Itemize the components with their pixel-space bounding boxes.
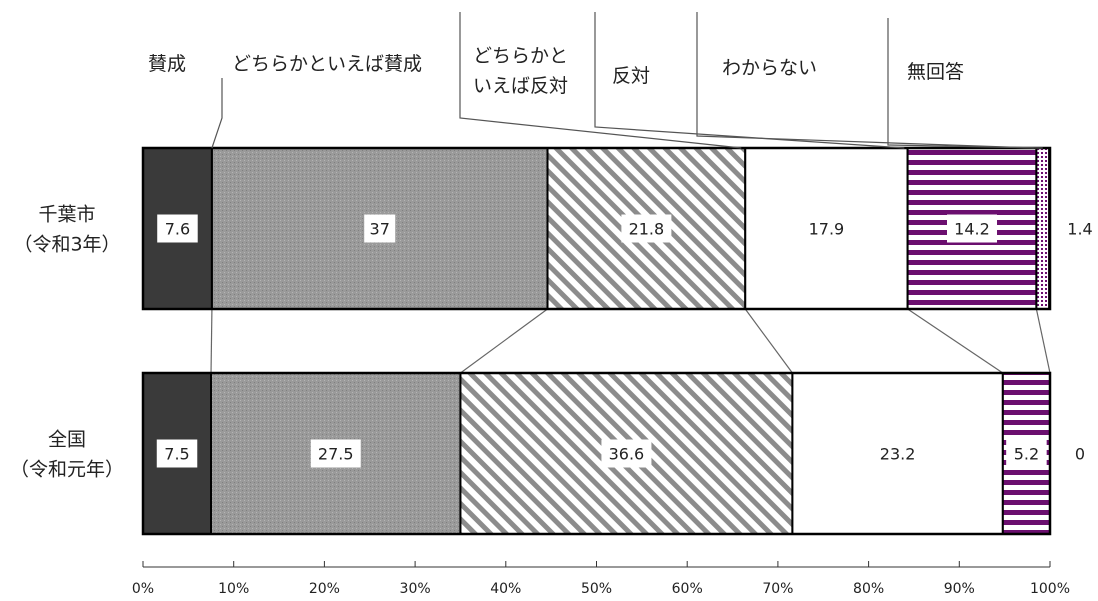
- x-tick-label: 50%: [581, 581, 612, 597]
- legend-label: 無回答: [907, 61, 964, 83]
- x-tick-label: 40%: [490, 581, 521, 597]
- legend-label: どちらかと: [473, 45, 568, 67]
- legend-label: どちらかといえば賛成: [232, 53, 422, 75]
- bar-segment: [791, 372, 1004, 535]
- data-label: 36.6: [609, 445, 645, 464]
- x-tick-label: 70%: [762, 581, 793, 597]
- x-tick-label: 10%: [218, 581, 249, 597]
- data-labels: 7.6 37 21.8 17.9 14.2 1.4 7.5 27.5 36.6 23.2 5.2 0: [156, 214, 1093, 468]
- x-tick-label: 0%: [132, 581, 154, 597]
- x-tick-label: 80%: [853, 581, 884, 597]
- row-label: 全国: [48, 429, 86, 451]
- data-label: 0: [1075, 445, 1085, 464]
- legend-label: いえば反対: [473, 75, 568, 97]
- bar-segment: [1035, 147, 1051, 310]
- data-label: 7.5: [164, 445, 189, 464]
- leader-line: [594, 12, 905, 149]
- x-tick-label: 60%: [672, 581, 703, 597]
- x-tick-label: 100%: [1030, 581, 1070, 597]
- connector-line: [744, 308, 793, 374]
- data-label: 7.6: [165, 220, 190, 239]
- row-labels: 千葉市 （令和3年） 全国 （令和元年）: [10, 204, 124, 481]
- data-label-box: [621, 214, 672, 243]
- x-tick-label: 30%: [400, 581, 431, 597]
- data-label-box: [364, 214, 396, 243]
- legend-label: わからない: [722, 57, 817, 79]
- bar-segment: [744, 147, 909, 310]
- data-label: 21.8: [629, 220, 665, 239]
- leader-line: [887, 18, 1043, 149]
- data-label: 17.9: [809, 220, 845, 239]
- legend-label: 反対: [612, 65, 650, 87]
- data-label-box: [310, 439, 361, 468]
- connector-line: [907, 308, 1004, 374]
- leader-line: [459, 12, 742, 149]
- connector-line: [1035, 308, 1051, 374]
- data-label-box: [946, 214, 997, 243]
- row-label: 千葉市: [38, 204, 95, 226]
- x-tick-label: 20%: [309, 581, 340, 597]
- leader-line: [696, 12, 1034, 149]
- data-label: 14.2: [954, 220, 990, 239]
- bar-frame: [141, 371, 1052, 536]
- bars: [141, 146, 1052, 536]
- row-label: （令和元年）: [10, 459, 124, 481]
- bar-frame: [141, 146, 1052, 311]
- data-label: 5.2: [1014, 445, 1039, 464]
- row-label: （令和3年）: [13, 234, 120, 256]
- data-label: 37: [370, 220, 390, 239]
- data-label-box: [156, 439, 198, 468]
- connector-line: [210, 308, 213, 374]
- data-label: 1.4: [1067, 220, 1092, 239]
- x-axis: 0% 10% 20% 30% 40% 50% 60% 70% 80% 90% 100%: [132, 561, 1070, 597]
- x-tick-label: 90%: [944, 581, 975, 597]
- data-label-box: [157, 214, 198, 243]
- leader-line: [211, 78, 223, 149]
- legend-label: 賛成: [148, 53, 186, 75]
- data-label-box: [601, 439, 652, 468]
- data-label-box: [1006, 439, 1047, 468]
- data-label: 23.2: [880, 445, 916, 464]
- data-label: 27.5: [318, 445, 354, 464]
- connector-lines: [210, 308, 1051, 374]
- connector-line: [460, 308, 548, 374]
